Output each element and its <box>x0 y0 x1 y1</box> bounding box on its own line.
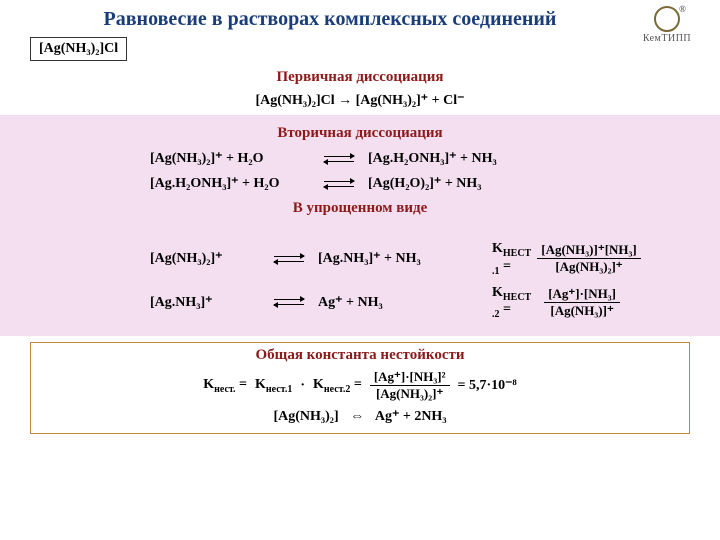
eq-left: [Ag.NH₃]⁺ <box>150 294 260 311</box>
simplified-band: [Ag(NH₃)₂]⁺ [Ag.NH₃]⁺ + NH₃ KНЕСТ .1 = [… <box>0 231 720 336</box>
eq-right: [Ag(H₂O)₂]⁺ + NH₃ <box>368 175 528 192</box>
simplified-row-2: [Ag.NH₃]⁺ Ag⁺ + NH₃ KНЕСТ .2 = [Ag⁺]·[NH… <box>40 285 680 321</box>
secondary-head: Вторичная диссоциация <box>40 125 680 142</box>
logo-text: КемТИПП <box>632 33 702 44</box>
equilibrium-icon <box>274 254 304 264</box>
eq-right: [Ag.H₂ONH₃]⁺ + NH₃ <box>368 150 528 167</box>
secondary-row-2: [Ag.H₂ONH₃]⁺ + H₂O [Ag(H₂O)₂]⁺ + NH₃ <box>40 175 680 192</box>
overall-eq: Kнест. = Kнест.1 · Kнест.2 = [Ag⁺]·[NH₃]… <box>41 370 679 402</box>
simplified-row-1: [Ag(NH₃)₂]⁺ [Ag.NH₃]⁺ + NH₃ KНЕСТ .1 = [… <box>40 241 680 277</box>
equilibrium-icon <box>324 154 354 164</box>
simplified-head: В упрощенном виде <box>40 200 680 217</box>
eq-right: [Ag.NH₃]⁺ + NH₃ <box>318 250 478 267</box>
equilibrium-icon <box>274 297 304 307</box>
primary-eq: [Ag(NH₃)₂]Cl → [Ag(NH₃)₂]⁺ + Cl⁻ <box>0 92 720 109</box>
secondary-band: Вторичная диссоциация [Ag(NH₃)₂]⁺ + H₂O … <box>0 115 720 231</box>
primary-head: Первичная диссоциация <box>0 69 720 86</box>
k-const-1: KНЕСТ .1 = [Ag(NH₃)]⁺[NH₃] [Ag(NH₃)₂]⁺ <box>492 241 641 277</box>
compound-box: [Ag(NH₃)₂]Cl <box>30 37 127 61</box>
equilibrium-icon <box>324 179 354 189</box>
overall-head: Общая константа нестойкости <box>41 347 679 364</box>
page-title: Равновесие в растворах комплексных соеди… <box>0 0 720 31</box>
k-const-2: KНЕСТ .2 = [Ag⁺]·[NH₃] [Ag(NH₃)]⁺ <box>492 285 620 321</box>
secondary-row-1: [Ag(NH₃)₂]⁺ + H₂O [Ag.H₂ONH₃]⁺ + NH₃ <box>40 150 680 167</box>
logo: КемТИПП <box>632 6 702 46</box>
eq-left: [Ag(NH₃)₂]⁺ <box>150 250 260 267</box>
overall-box: Общая константа нестойкости Kнест. = Kне… <box>30 342 690 434</box>
eq-left: [Ag.H₂ONH₃]⁺ + H₂O <box>150 175 310 192</box>
eq-right: Ag⁺ + NH₃ <box>318 294 478 311</box>
overall-bottom: [Ag(NH₃)₂] ⇔ Ag⁺ + 2NH₃ <box>41 408 679 425</box>
eq-left: [Ag(NH₃)₂]⁺ + H₂O <box>150 150 310 167</box>
